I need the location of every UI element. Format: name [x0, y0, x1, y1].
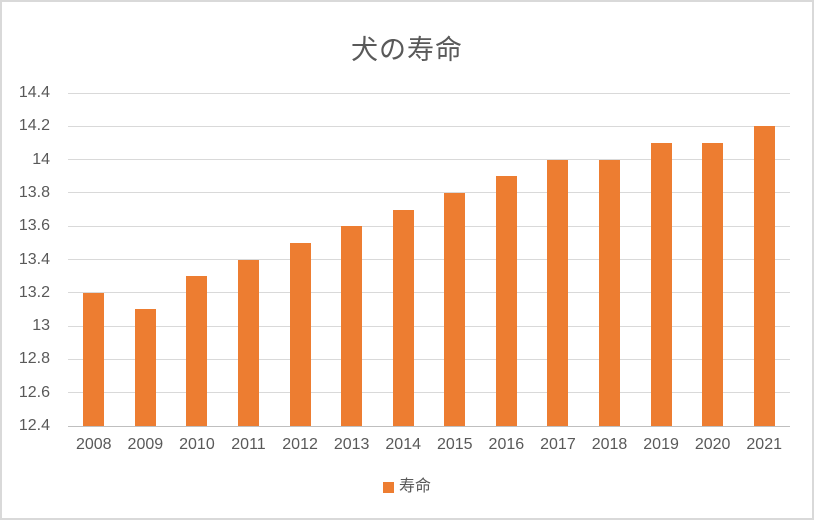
gridline [68, 159, 790, 161]
y-axis-tick-label: 13.2 [18, 283, 50, 301]
y-axis-tick-label: 12.8 [18, 350, 50, 368]
bar-2011[interactable] [238, 259, 259, 426]
gridline [68, 125, 790, 127]
bar-2010[interactable] [186, 276, 208, 426]
plot-area [68, 92, 790, 427]
legend-label: 寿命 [398, 478, 431, 495]
bar-2016[interactable] [495, 176, 517, 426]
bar-2021[interactable] [753, 126, 775, 426]
gridline [68, 92, 790, 94]
y-axis-tick-label: 13.8 [18, 183, 50, 201]
gridline [68, 325, 790, 327]
bar-2008[interactable] [83, 292, 105, 426]
bar-2019[interactable] [650, 142, 672, 426]
x-axis-tick-label: 2009 [127, 436, 164, 453]
y-axis-tick-label: 13 [32, 317, 50, 335]
bar-2009[interactable] [134, 309, 156, 426]
bar-2015[interactable] [444, 192, 466, 426]
y-axis-tick-label: 12.4 [18, 417, 50, 434]
bar-2013[interactable] [341, 226, 363, 426]
bar-2018[interactable] [599, 159, 620, 426]
gridline [68, 292, 790, 294]
x-axis-tick-label: 2010 [179, 436, 215, 453]
y-axis-tick-label: 13.6 [18, 217, 50, 235]
bar-2017[interactable] [547, 159, 569, 426]
x-axis-tick-label: 2012 [282, 436, 318, 453]
bar-2020[interactable] [702, 142, 724, 426]
gridline [68, 225, 790, 227]
bar-2012[interactable] [289, 242, 311, 426]
x-axis-tick-label: 2017 [540, 436, 576, 453]
x-axis-tick-label: 2014 [385, 436, 421, 453]
x-axis-tick-label: 2013 [333, 436, 370, 453]
y-axis-tick-label: 12.6 [18, 383, 50, 401]
y-axis-tick-label: 14.2 [18, 117, 50, 135]
x-axis-tick-label: 2018 [591, 436, 628, 453]
gridline [68, 392, 790, 394]
gridline [68, 358, 790, 360]
x-axis-tick-label: 2015 [436, 436, 473, 453]
x-axis-tick-label: 2019 [643, 436, 679, 453]
x-axis-tick-label: 2016 [488, 436, 525, 453]
y-axis-tick-label: 14.4 [18, 84, 50, 101]
chart-title: 犬の寿命 [351, 35, 463, 65]
y-axis-tick-label: 14 [32, 150, 50, 168]
legend[interactable]: 寿命 [2, 479, 812, 495]
gridline [68, 259, 790, 260]
x-axis-line [68, 425, 790, 427]
x-axis-tick-label: 2020 [694, 436, 731, 453]
legend-swatch-icon [382, 481, 394, 493]
x-axis-tick-label: 2008 [75, 436, 112, 453]
x-axis-tick-label: 2021 [746, 436, 782, 453]
x-axis-tick-label: 2011 [231, 436, 266, 453]
y-axis-tick-label: 13.4 [18, 250, 50, 268]
bar-2014[interactable] [392, 209, 414, 426]
gridline [68, 192, 790, 194]
